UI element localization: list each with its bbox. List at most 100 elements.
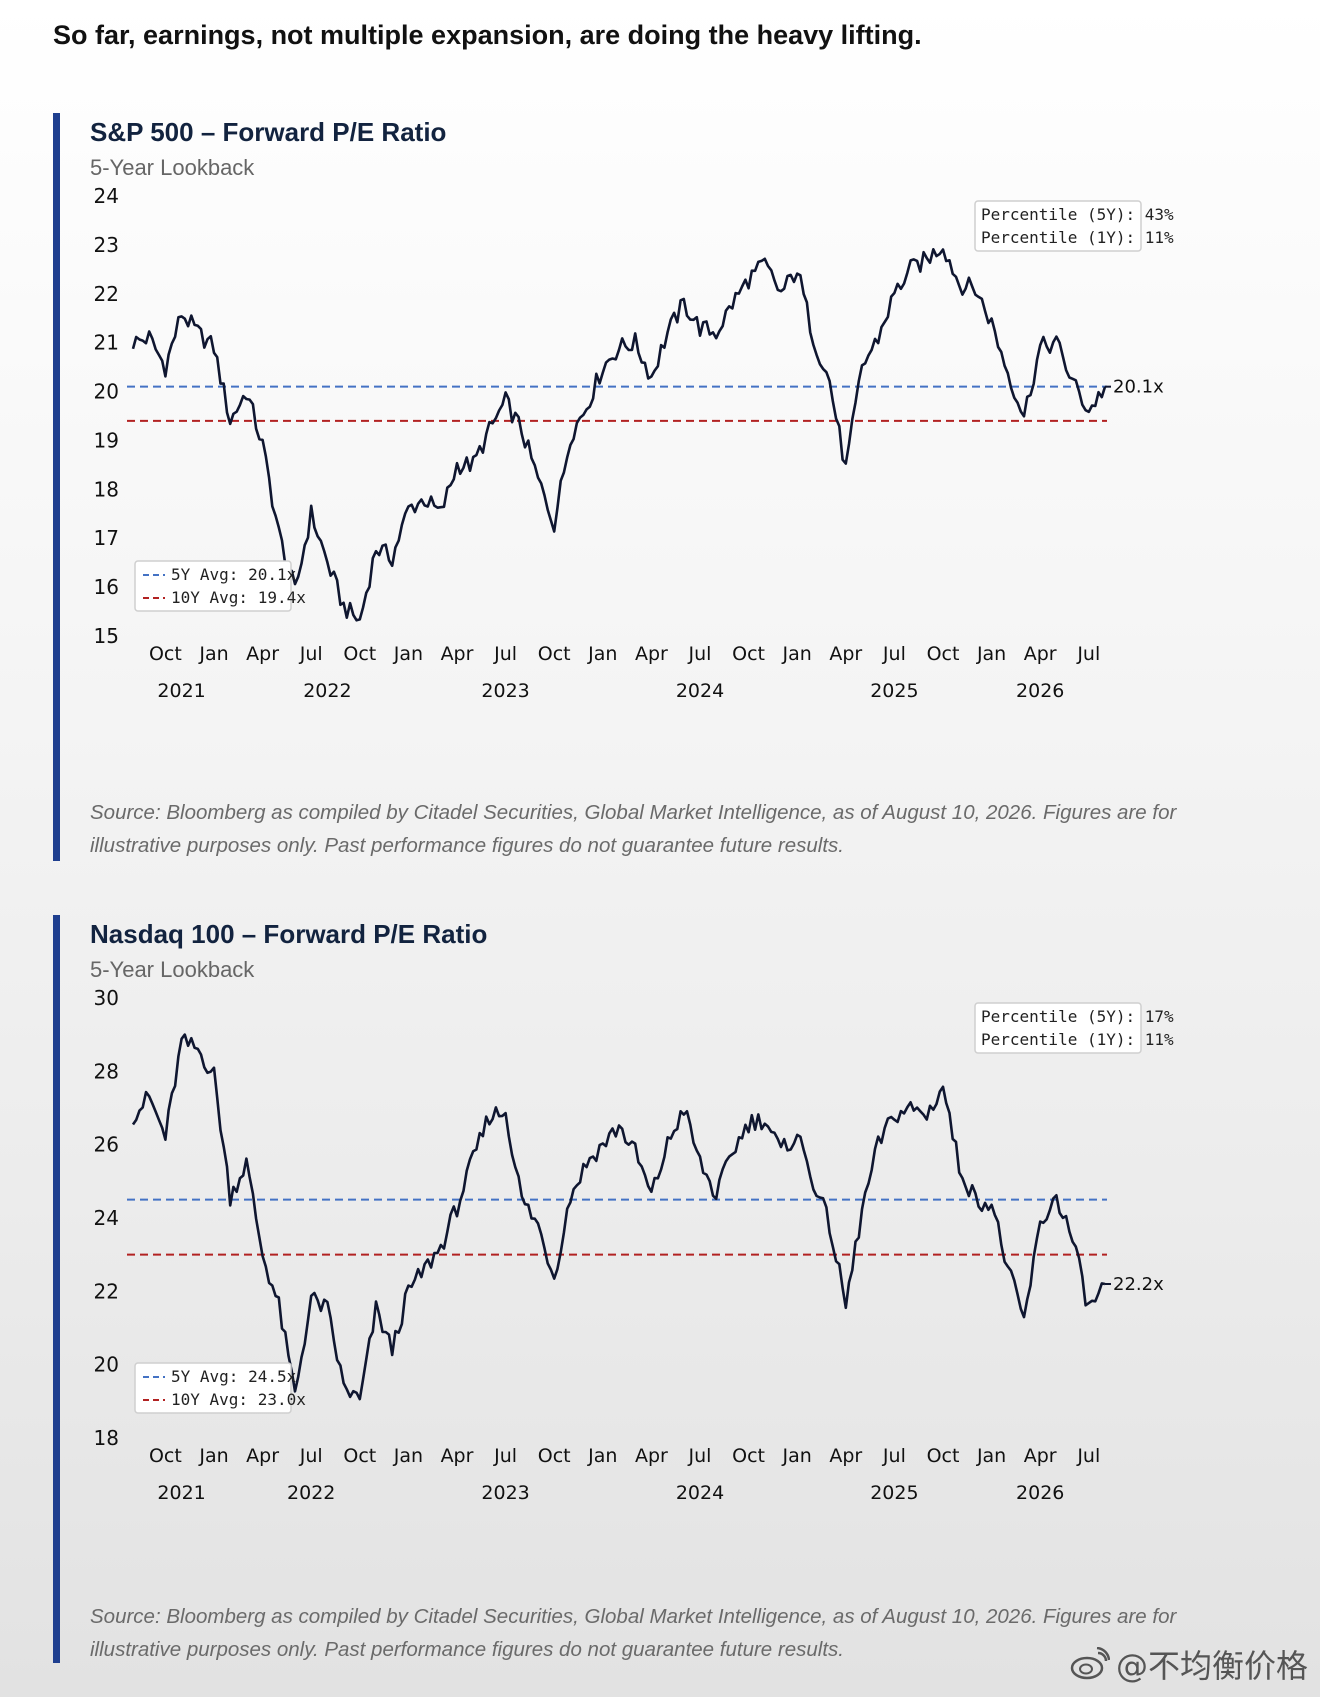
y-tick-label: 26 <box>94 1133 119 1157</box>
x-tick-label: Apr <box>829 1445 862 1467</box>
x-tick-label: Jan <box>587 1445 617 1467</box>
x-tick-label: Jul <box>299 643 323 665</box>
y-tick-label: 20 <box>94 380 119 404</box>
chart-subtitle: 5-Year Lookback <box>90 957 255 982</box>
x-tick-label: Jul <box>688 1445 712 1467</box>
x-tick-label: Apr <box>246 643 279 665</box>
nasdaq100-chart-panel: Nasdaq 100 – Forward P/E Ratio 5-Year Lo… <box>53 915 1283 1663</box>
y-tick-label: 22 <box>94 1279 119 1303</box>
x-tick-label: Jan <box>198 1445 228 1467</box>
accent-bar <box>53 113 60 861</box>
x-tick-label: Oct <box>343 1445 376 1467</box>
x-tick-label: Jan <box>782 1445 812 1467</box>
x-tick-label: Oct <box>149 643 182 665</box>
percentile-5y-label: Percentile (5Y): 17% <box>981 1007 1174 1026</box>
legend-box <box>134 1362 292 1414</box>
x-tick-label: Jan <box>587 643 617 665</box>
x-tick-label: Jan <box>976 643 1006 665</box>
x-tick-label: Jan <box>393 1445 423 1467</box>
legend-10y-label: 10Y Avg: 19.4x <box>171 588 306 607</box>
x-tick-label: Apr <box>829 643 862 665</box>
x-tick-label: Jan <box>393 643 423 665</box>
x-tick-label: Jul <box>1076 1445 1100 1467</box>
x-tick-label: Jul <box>299 1445 323 1467</box>
y-tick-label: 19 <box>94 428 119 452</box>
x-tick-label: Oct <box>538 1445 571 1467</box>
x-tick-label: Apr <box>1024 643 1057 665</box>
y-tick-label: 18 <box>94 1426 119 1450</box>
x-tick-label: Oct <box>732 643 765 665</box>
y-tick-label: 24 <box>94 184 119 208</box>
y-tick-label: 21 <box>94 331 119 355</box>
y-tick-label: 28 <box>94 1059 119 1083</box>
legend-10y-label: 10Y Avg: 23.0x <box>171 1390 306 1409</box>
source-note: Source: Bloomberg as compiled by Citadel… <box>90 1605 1177 1661</box>
y-tick-label: 30 <box>94 986 119 1010</box>
legend-box <box>134 560 292 612</box>
x-tick-label: Oct <box>343 643 376 665</box>
sp500-chart-panel: S&P 500 – Forward P/E Ratio 5-Year Lookb… <box>53 113 1283 861</box>
x-tick-label: Jul <box>688 643 712 665</box>
end-value-label: 22.2x <box>1113 1274 1164 1295</box>
x-year-label: 2021 <box>157 680 205 702</box>
x-tick-label: Oct <box>538 643 571 665</box>
x-tick-label: Apr <box>246 1445 279 1467</box>
x-year-label: 2023 <box>481 680 529 702</box>
legend-5y-label: 5Y Avg: 20.1x <box>171 565 297 584</box>
source-note: Source: Bloomberg as compiled by Citadel… <box>90 801 1177 857</box>
x-tick-label: Jan <box>782 643 812 665</box>
x-year-label: 2024 <box>676 680 724 702</box>
percentile-box <box>974 200 1142 252</box>
percentile-5y-label: Percentile (5Y): 43% <box>981 205 1174 224</box>
x-tick-label: Jul <box>493 1445 517 1467</box>
accent-bar <box>53 915 60 1663</box>
x-tick-label: Jul <box>882 643 906 665</box>
x-year-label: 2021 <box>157 1482 205 1504</box>
x-tick-label: Oct <box>149 1445 182 1467</box>
percentile-box <box>974 1002 1142 1054</box>
x-tick-label: Oct <box>927 1445 960 1467</box>
x-tick-label: Jan <box>976 1445 1006 1467</box>
y-tick-label: 22 <box>94 282 119 306</box>
x-year-label: 2026 <box>1016 1482 1064 1504</box>
x-tick-label: Jul <box>882 1445 906 1467</box>
weibo-icon <box>1070 1647 1110 1680</box>
percentile-1y-label: Percentile (1Y): 11% <box>981 228 1174 247</box>
x-year-label: 2024 <box>676 1482 724 1504</box>
watermark-text: @不均衡价格 <box>1115 1647 1308 1685</box>
x-year-label: 2025 <box>870 1482 918 1504</box>
percentile-1y-label: Percentile (1Y): 11% <box>981 1030 1174 1049</box>
chart-subtitle: 5-Year Lookback <box>90 155 255 180</box>
x-tick-label: Apr <box>441 643 474 665</box>
x-tick-label: Apr <box>635 1445 668 1467</box>
legend-5y-label: 5Y Avg: 24.5x <box>171 1367 297 1386</box>
y-tick-label: 18 <box>94 477 119 501</box>
x-tick-label: Oct <box>732 1445 765 1467</box>
x-year-label: 2022 <box>287 1482 335 1504</box>
pe-ratio-series-line <box>131 248 1107 622</box>
x-tick-label: Oct <box>927 643 960 665</box>
x-year-label: 2023 <box>481 1482 529 1504</box>
x-tick-label: Jul <box>493 643 517 665</box>
y-tick-label: 15 <box>94 624 119 648</box>
x-tick-label: Jan <box>198 643 228 665</box>
x-tick-label: Apr <box>441 1445 474 1467</box>
chart-title: Nasdaq 100 – Forward P/E Ratio <box>90 919 488 949</box>
y-tick-label: 24 <box>94 1206 119 1230</box>
x-year-label: 2025 <box>870 680 918 702</box>
y-tick-label: 20 <box>94 1353 119 1377</box>
x-tick-label: Apr <box>635 643 668 665</box>
chart-title: S&P 500 – Forward P/E Ratio <box>90 117 447 147</box>
x-year-label: 2026 <box>1016 680 1064 702</box>
y-tick-label: 16 <box>94 575 119 599</box>
pe-ratio-series-line <box>131 1033 1106 1401</box>
weibo-watermark: @不均衡价格 <box>1070 1641 1308 1687</box>
page-headline: So far, earnings, not multiple expansion… <box>53 20 922 50</box>
end-value-label: 20.1x <box>1113 377 1164 398</box>
y-tick-label: 23 <box>94 233 119 257</box>
x-tick-label: Jul <box>1076 643 1100 665</box>
x-tick-label: Apr <box>1024 1445 1057 1467</box>
y-tick-label: 17 <box>94 526 119 550</box>
